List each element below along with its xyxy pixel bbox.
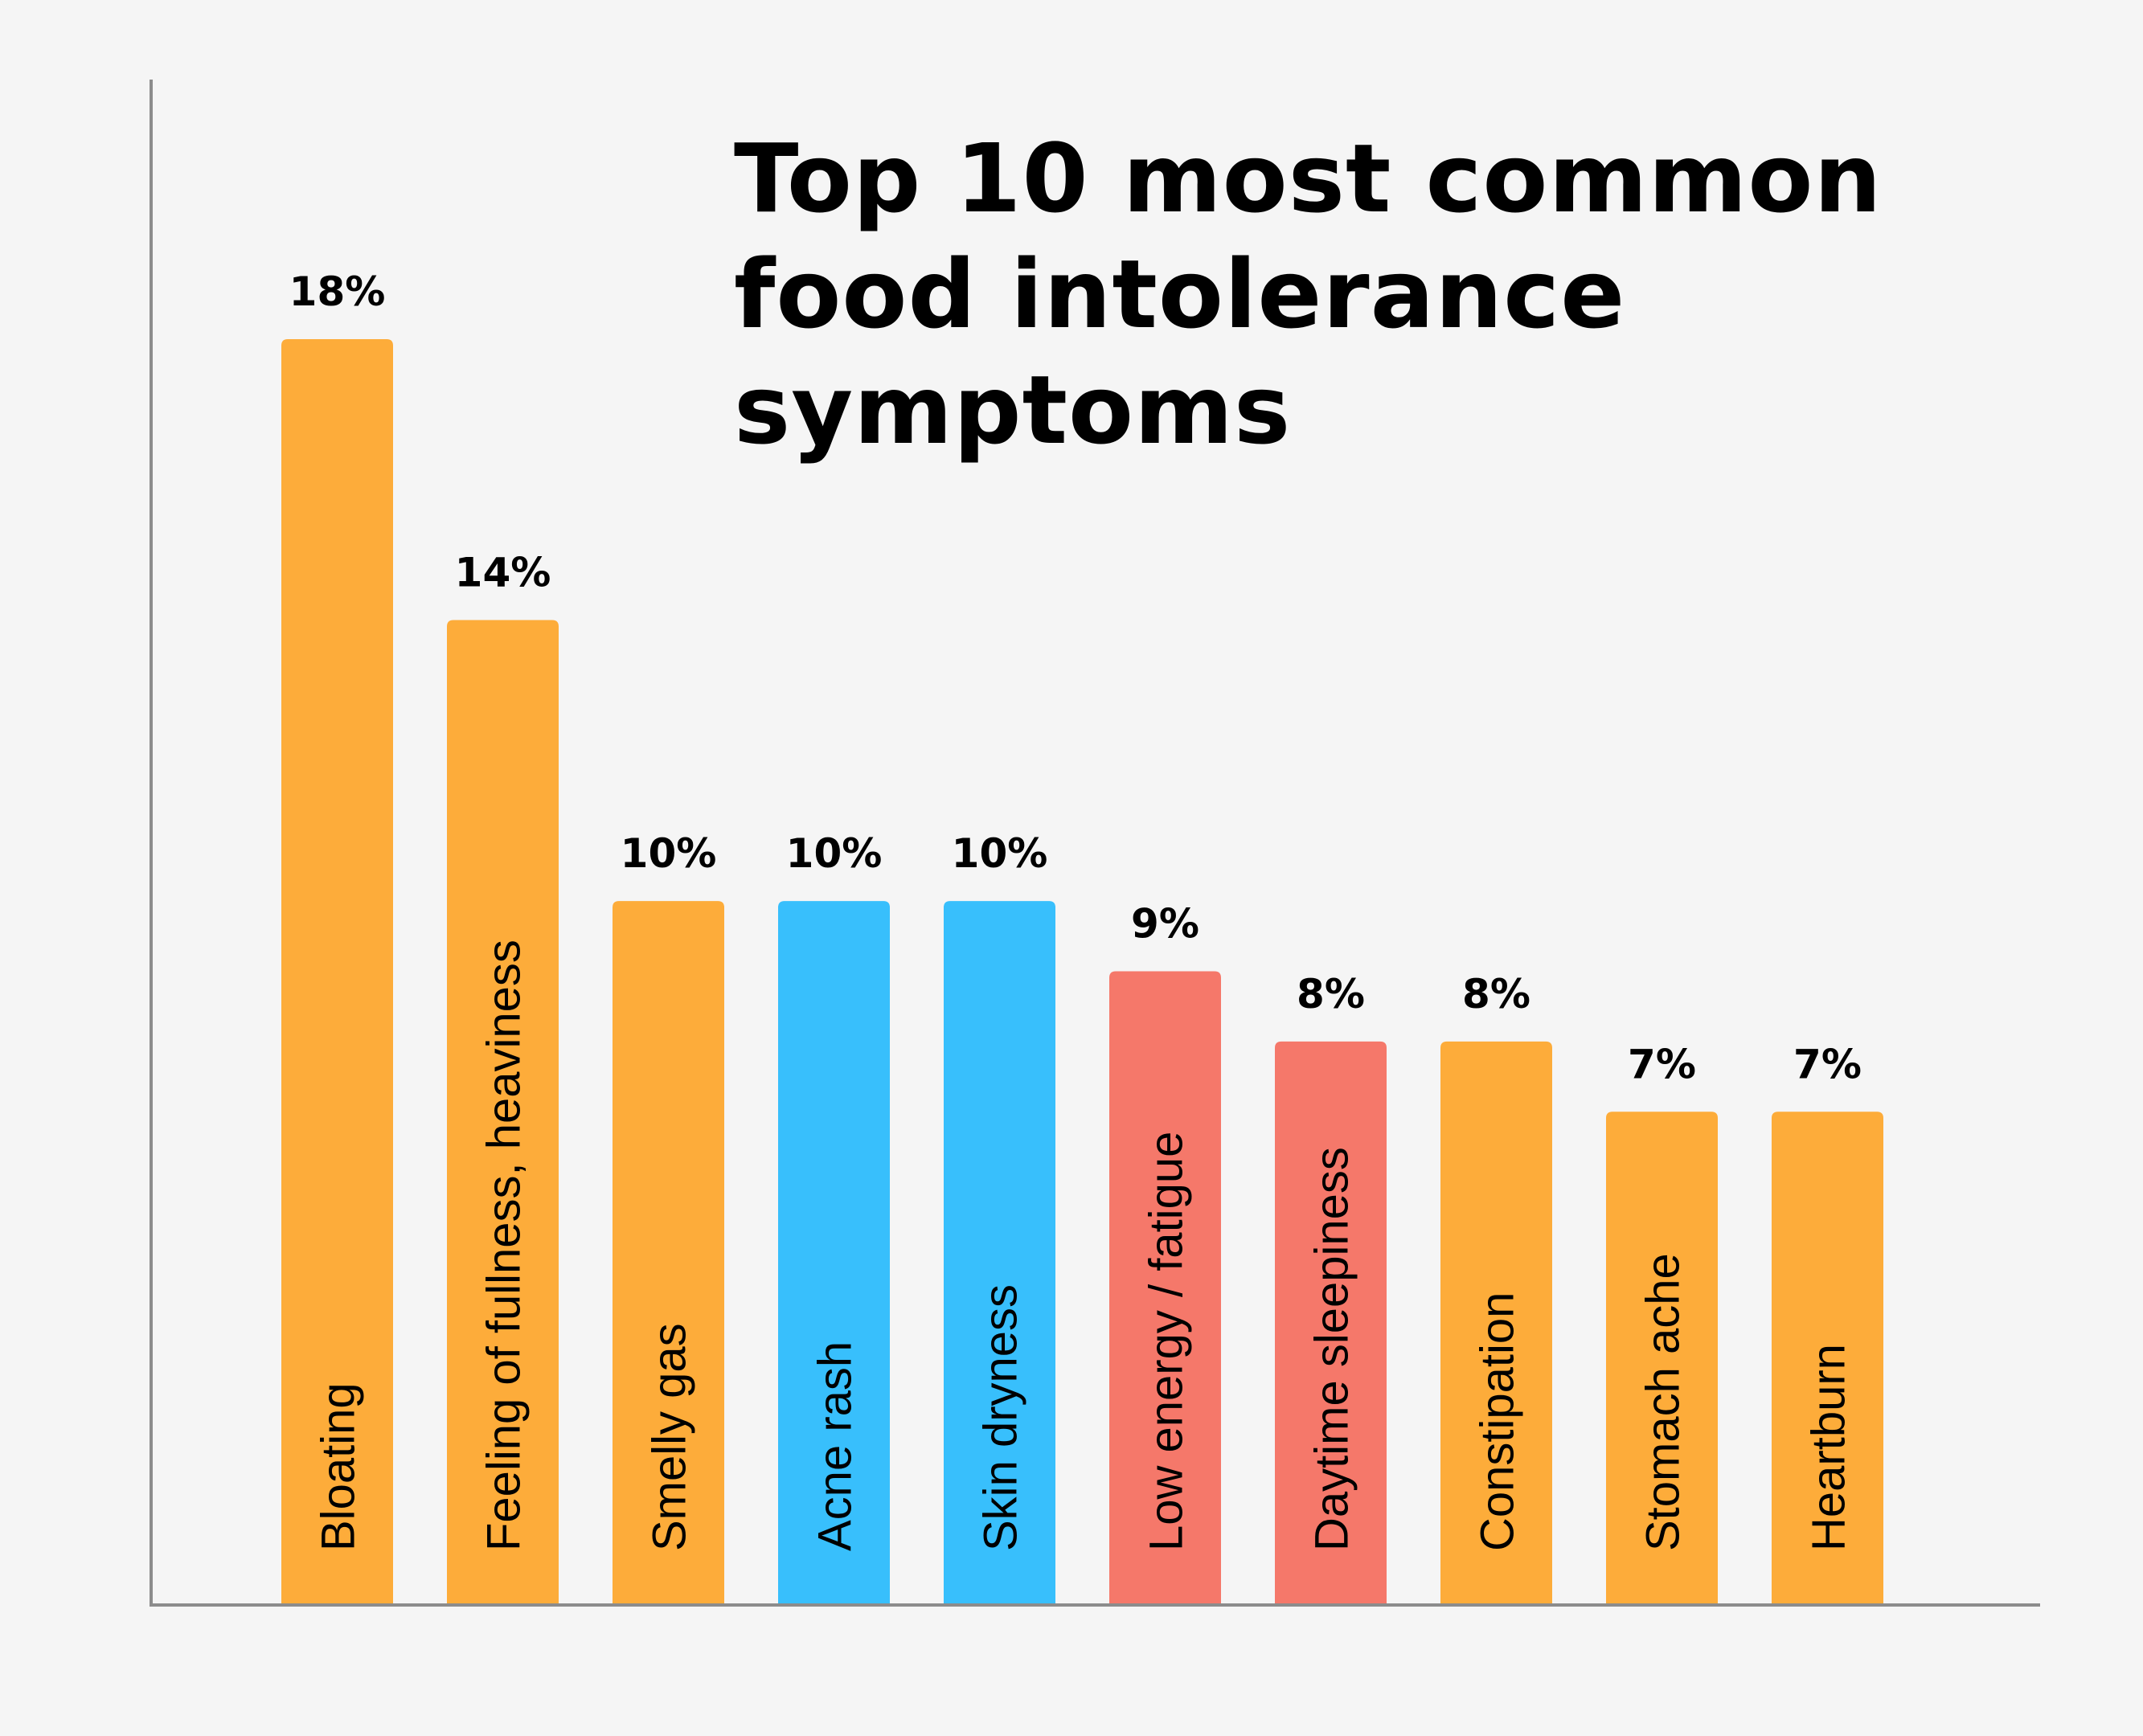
chart-title-line: Top 10 most common — [734, 123, 1883, 234]
chart-title-line: symptoms — [734, 354, 1292, 465]
data-label: 7% — [1628, 1041, 1696, 1087]
data-label: 8% — [1462, 971, 1530, 1017]
chart-title-line: food intolerance — [734, 239, 1626, 350]
category-label: Constipation — [1472, 1292, 1524, 1551]
category-label: Heartburn — [1803, 1344, 1855, 1551]
data-label: 10% — [621, 830, 717, 877]
category-label: Smelly gas — [644, 1323, 696, 1551]
category-label: Daytime sleepiness — [1306, 1147, 1358, 1551]
data-label: 14% — [455, 550, 551, 596]
bar — [281, 339, 393, 1603]
bar — [613, 901, 724, 1603]
data-label: 10% — [786, 830, 883, 877]
category-label: Feeling of fullness, heaviness — [478, 940, 531, 1551]
bar — [778, 901, 890, 1603]
chart-title: Top 10 most common food intolerance symp… — [734, 121, 1882, 468]
bar — [447, 620, 559, 1603]
category-label: Low energy / fatigue — [1141, 1132, 1193, 1551]
data-label: 18% — [289, 268, 386, 315]
category-label: Bloating — [313, 1382, 365, 1551]
category-label: Skin dryness — [975, 1284, 1027, 1551]
bar — [944, 901, 1055, 1603]
category-label: Acne rash — [809, 1341, 862, 1551]
bar — [1772, 1112, 1883, 1603]
data-label: 9% — [1131, 901, 1199, 948]
category-label: Stomach ache — [1637, 1253, 1690, 1551]
bar — [1275, 1041, 1387, 1603]
bar — [1440, 1041, 1552, 1603]
data-label: 7% — [1793, 1041, 1862, 1087]
bar — [1606, 1112, 1718, 1603]
data-label: 10% — [952, 830, 1048, 877]
data-label: 8% — [1297, 971, 1365, 1017]
bar — [1109, 971, 1221, 1603]
